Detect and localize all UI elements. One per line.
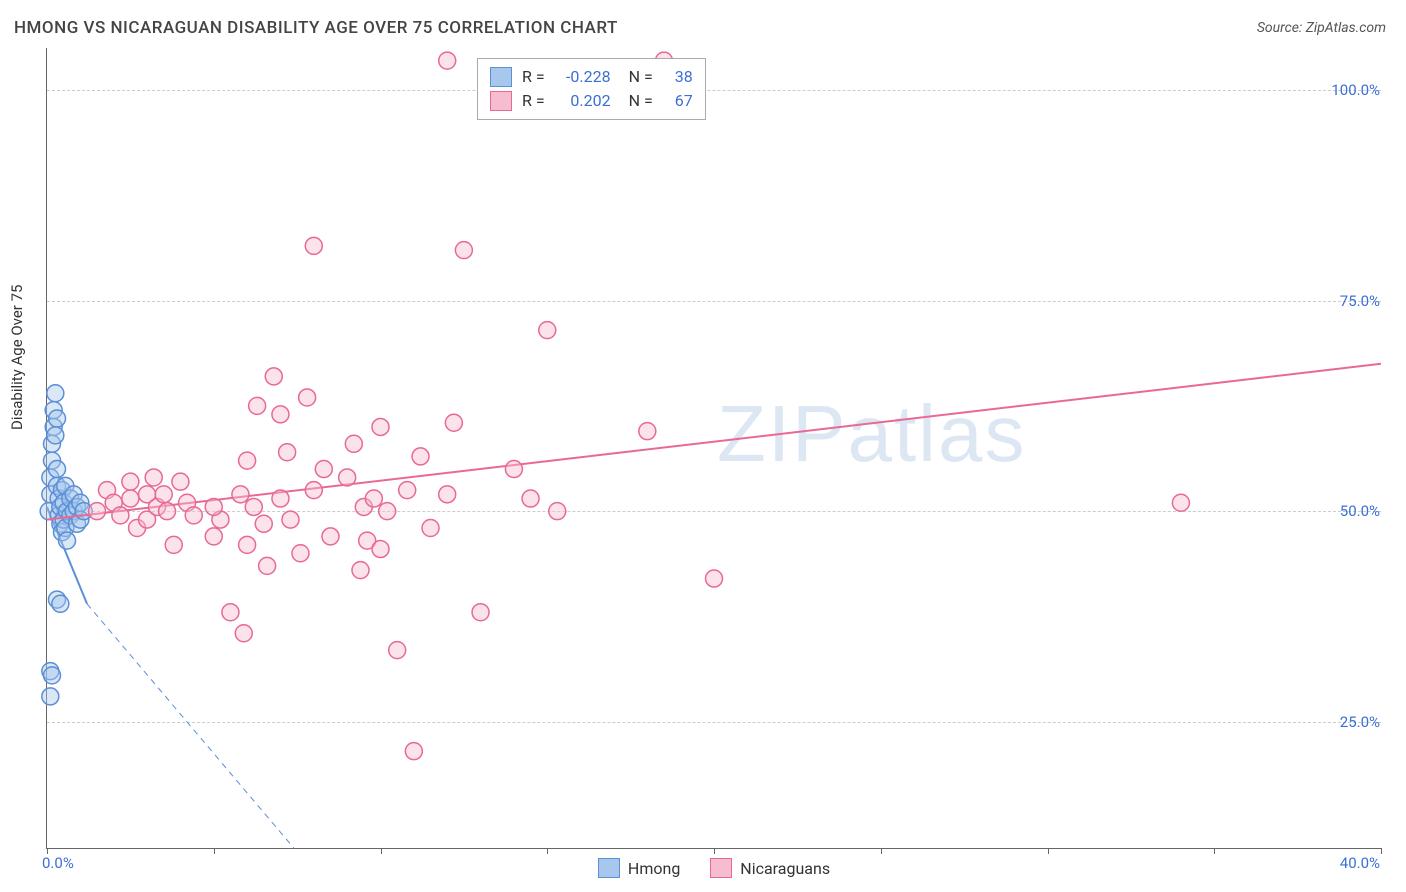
nicaraguan-swatch-icon bbox=[710, 858, 732, 878]
nicaraguan-point bbox=[379, 503, 396, 520]
hmong-point bbox=[59, 532, 76, 549]
nicaraguan-point bbox=[165, 536, 182, 553]
hmong-swatch bbox=[490, 67, 512, 87]
nicaraguan-point bbox=[259, 557, 276, 574]
nicaraguan-point bbox=[322, 528, 339, 545]
x-max-label: 40.0% bbox=[1340, 854, 1380, 872]
nicaraguan-point bbox=[539, 322, 556, 339]
nicaraguan-point bbox=[455, 242, 472, 259]
nicaraguan-point bbox=[205, 528, 222, 545]
hmong-trend-dashed bbox=[87, 604, 294, 848]
nicaraguan-point bbox=[155, 486, 172, 503]
nicaraguan-point bbox=[505, 461, 522, 478]
legend-item-hmong: Hmong bbox=[598, 858, 680, 878]
y-axis-label: Disability Age Over 75 bbox=[8, 285, 26, 430]
hmong-point bbox=[52, 595, 69, 612]
x-tick bbox=[547, 848, 548, 854]
nicaraguan-swatch bbox=[490, 91, 512, 111]
source-attribution: Source: ZipAtlas.com bbox=[1257, 20, 1386, 36]
nicaraguan-point bbox=[122, 473, 139, 490]
nicaraguan-point bbox=[249, 397, 266, 414]
nicaraguan-point bbox=[352, 562, 369, 579]
y-tick-label: 25.0% bbox=[1340, 713, 1380, 731]
nicaraguan-point bbox=[422, 520, 439, 537]
x-tick bbox=[714, 848, 715, 854]
nicaraguan-point bbox=[706, 570, 723, 587]
nicaraguan-point bbox=[265, 368, 282, 385]
x-tick bbox=[381, 848, 382, 854]
nicaraguan-point bbox=[145, 469, 162, 486]
nicaraguan-point bbox=[89, 503, 106, 520]
nicaraguan-point bbox=[222, 604, 239, 621]
nicaraguan-point bbox=[1172, 494, 1189, 511]
nicaraguan-point bbox=[232, 486, 249, 503]
stats-legend-row-hmong: R = -0.228 N = 38 bbox=[490, 65, 693, 89]
chart-title: HMONG VS NICARAGUAN DISABILITY AGE OVER … bbox=[14, 18, 618, 38]
nicaraguan-point bbox=[282, 511, 299, 528]
nicaraguan-point bbox=[445, 414, 462, 431]
stats-legend: R = -0.228 N = 38 R = 0.202 N = 67 bbox=[477, 58, 706, 120]
nicaraguan-point bbox=[549, 503, 566, 520]
nicaraguan-point bbox=[522, 490, 539, 507]
nicaraguan-point bbox=[245, 498, 262, 515]
nicaraguan-point bbox=[299, 389, 316, 406]
hmong-point bbox=[49, 410, 66, 427]
nicaraguan-point bbox=[439, 52, 456, 69]
series-legend: Hmong Nicaraguans bbox=[47, 858, 1381, 878]
nicaraguan-point bbox=[272, 406, 289, 423]
nicaraguan-point bbox=[185, 507, 202, 524]
nicaraguan-point bbox=[339, 469, 356, 486]
hmong-point bbox=[49, 461, 66, 478]
nicaraguan-point bbox=[405, 743, 422, 760]
x-tick bbox=[881, 848, 882, 854]
nicaraguan-point bbox=[315, 461, 332, 478]
nicaraguan-point bbox=[292, 545, 309, 562]
nicaraguan-point bbox=[372, 418, 389, 435]
nicaraguan-point bbox=[639, 423, 656, 440]
y-tick-label: 50.0% bbox=[1340, 502, 1380, 520]
nicaraguan-point bbox=[412, 448, 429, 465]
x-tick bbox=[1381, 848, 1382, 854]
nicaraguan-point bbox=[439, 486, 456, 503]
nicaraguan-point bbox=[365, 490, 382, 507]
legend-item-nicaraguan: Nicaraguans bbox=[710, 858, 830, 878]
x-tick bbox=[1048, 848, 1049, 854]
nicaraguan-point bbox=[255, 515, 272, 532]
stats-legend-row-nicaraguan: R = 0.202 N = 67 bbox=[490, 89, 693, 113]
x-tick bbox=[214, 848, 215, 854]
hmong-point bbox=[42, 688, 59, 705]
nicaraguan-point bbox=[122, 490, 139, 507]
scatter-svg bbox=[47, 48, 1381, 848]
nicaraguan-point bbox=[205, 498, 222, 515]
hmong-point bbox=[44, 667, 61, 684]
nicaraguan-point bbox=[472, 604, 489, 621]
nicaraguan-point bbox=[345, 435, 362, 452]
nicaraguan-point bbox=[279, 444, 296, 461]
nicaraguan-point bbox=[112, 507, 129, 524]
nicaraguan-point bbox=[159, 503, 176, 520]
nicaraguan-point bbox=[239, 452, 256, 469]
nicaraguan-point bbox=[235, 625, 252, 642]
y-tick-label: 75.0% bbox=[1340, 292, 1380, 310]
nicaraguan-point bbox=[305, 482, 322, 499]
hmong-point bbox=[47, 385, 64, 402]
hmong-point bbox=[47, 427, 64, 444]
x-min-label: 0.0% bbox=[42, 854, 74, 872]
nicaraguan-point bbox=[272, 490, 289, 507]
nicaraguan-point bbox=[372, 541, 389, 558]
x-tick bbox=[1214, 848, 1215, 854]
nicaraguan-point bbox=[399, 482, 416, 499]
nicaraguan-point bbox=[239, 536, 256, 553]
nicaraguan-point bbox=[305, 237, 322, 254]
nicaraguan-point bbox=[389, 642, 406, 659]
nicaraguan-point bbox=[172, 473, 189, 490]
y-tick-label: 100.0% bbox=[1331, 81, 1380, 99]
plot-area: ZIPatlas R = -0.228 N = 38 R = 0.202 N =… bbox=[46, 48, 1381, 849]
hmong-swatch-icon bbox=[598, 858, 620, 878]
